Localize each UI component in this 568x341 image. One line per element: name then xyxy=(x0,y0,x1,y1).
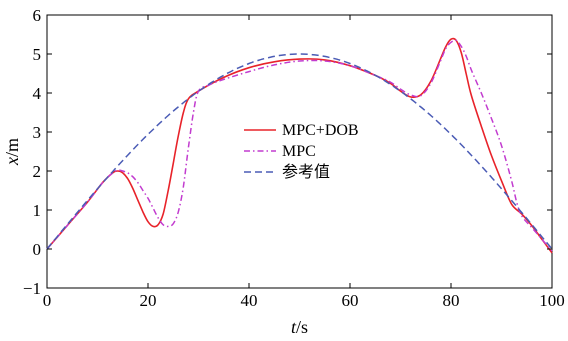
x-tick-label: 0 xyxy=(43,291,52,310)
y-tick-label: −1 xyxy=(23,279,41,298)
y-tick-label: 6 xyxy=(33,6,42,25)
x-tick-label: 40 xyxy=(241,291,258,310)
series-line-2 xyxy=(46,53,553,250)
legend: MPC+DOB MPC 参考值 xyxy=(239,117,369,187)
legend-label-0: MPC+DOB xyxy=(282,122,359,139)
series-line-0 xyxy=(46,37,553,254)
y-tick-label: 5 xyxy=(33,45,42,64)
axis-labels: t/s x/m xyxy=(2,138,308,337)
plot-frame xyxy=(46,14,553,289)
legend-label-1: MPC xyxy=(282,143,316,160)
x-tick-label: 20 xyxy=(140,291,157,310)
y-tick-label: 3 xyxy=(33,123,42,142)
y-tick-label: 2 xyxy=(33,162,42,181)
x-tick-label: 80 xyxy=(443,291,460,310)
series-line-1 xyxy=(46,39,553,252)
y-tick-label: 0 xyxy=(33,240,42,259)
x-axis-label: t/s xyxy=(291,317,308,337)
y-tick-label: 1 xyxy=(33,201,42,220)
series-layer xyxy=(46,37,553,254)
x-tick-label: 60 xyxy=(342,291,359,310)
x-tick-label: 100 xyxy=(539,291,565,310)
legend-label-2: 参考值 xyxy=(282,163,330,181)
y-axis-label: x/m xyxy=(2,138,22,166)
y-tick-label: 4 xyxy=(33,84,42,103)
plot-border xyxy=(46,14,553,289)
